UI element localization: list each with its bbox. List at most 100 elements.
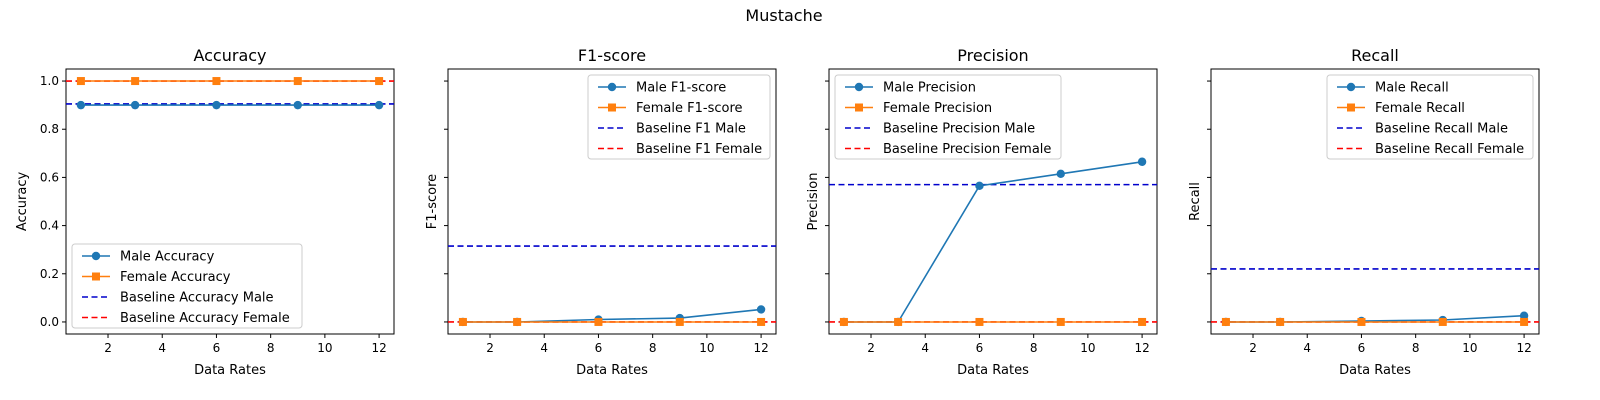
x-tick-label: 8 [1030, 341, 1038, 355]
legend-marker [854, 82, 864, 92]
legend-label: Baseline Precision Female [883, 142, 1051, 157]
x-tick-label: 6 [976, 341, 984, 355]
y-tick-label: 0.0 [40, 315, 59, 329]
data-point [212, 77, 221, 86]
legend-marker [607, 82, 617, 92]
data-point [975, 317, 984, 326]
data-point [1276, 317, 1285, 326]
y-tick-label: 0.8 [40, 122, 59, 136]
y-axis-label: Precision [806, 172, 821, 230]
subplot-2: F1-score 2 4 6 8 10 12 Data Rates F1-score Male F… [425, 46, 777, 378]
legend-label: Baseline Precision Male [883, 122, 1035, 137]
legend-box [1326, 74, 1534, 160]
y-tick-label: 0.2 [40, 267, 59, 281]
x-tick-label: 8 [267, 341, 275, 355]
x-axis-label: Data Rates [194, 363, 266, 378]
data-point [1520, 317, 1529, 326]
data-point [293, 100, 302, 110]
x-axis-label: Data Rates [957, 363, 1029, 378]
data-point [375, 77, 384, 86]
data-point [458, 317, 467, 326]
x-tick-label: 10 [699, 341, 714, 355]
data-point [675, 317, 684, 326]
data-point [1056, 169, 1065, 178]
y-axis-label: F1-score [425, 174, 440, 229]
data-point [130, 100, 140, 110]
legend: Male Recall Female Recall Baseline Recall … [1326, 74, 1534, 160]
x-tick-label: 6 [213, 341, 221, 355]
x-tick-label: 4 [158, 341, 166, 355]
data-point [76, 100, 86, 110]
x-tick-label: 12 [753, 341, 768, 355]
legend: Male Precision Female Precision Baseline P… [834, 74, 1062, 160]
x-tick-label: 10 [1080, 341, 1095, 355]
subplot-4: Recall 2 4 6 8 10 12 Data Rates Recall Male Recal… [1188, 46, 1540, 378]
legend-label: Baseline Accuracy Female [120, 311, 290, 326]
legend-marker [92, 272, 100, 281]
x-tick-label: 4 [540, 341, 548, 355]
legend-marker [855, 103, 863, 112]
legend-marker [1347, 103, 1355, 112]
legend-label: Baseline Recall Male [1375, 122, 1508, 137]
legend-label: Male Recall [1375, 81, 1449, 96]
x-tick-label: 8 [649, 341, 657, 355]
legend-marker [608, 103, 616, 112]
y-tick-label: 1.0 [40, 74, 59, 88]
x-tick-label: 2 [486, 341, 494, 355]
legend-box [834, 74, 1062, 160]
legend-label: Baseline Accuracy Male [120, 291, 274, 306]
legend: Male Accuracy Female Accuracy Baseline Acc… [71, 243, 303, 329]
axes-frame [1210, 68, 1540, 335]
chart-panels: Accuracy 2 4 6 8 10 12 0.0 0.2 0.4 0.6 0.8 1.0 Data R… [15, 46, 1540, 378]
data-point [839, 317, 848, 326]
x-tick-label: 12 [1516, 341, 1531, 355]
data-point [513, 317, 522, 326]
legend-label: Baseline Recall Female [1375, 142, 1524, 157]
data-point [1221, 317, 1230, 326]
x-tick-label: 6 [1358, 341, 1366, 355]
data-point [131, 77, 140, 86]
subplot-1: Accuracy 2 4 6 8 10 12 0.0 0.2 0.4 0.6 0.8 1.0 Data R… [15, 46, 395, 378]
x-tick-label: 2 [104, 341, 112, 355]
x-axis-label: Data Rates [1339, 363, 1411, 378]
x-tick-label: 10 [1462, 341, 1477, 355]
data-point [1519, 311, 1529, 320]
legend-label: Male Accuracy [120, 250, 215, 265]
data-point [212, 100, 221, 110]
data-point [594, 317, 603, 326]
legend-label: Female Precision [883, 101, 992, 116]
data-point [1137, 157, 1147, 166]
subplot-3: Precision 2 4 6 8 10 12 Data Rates Precision Male… [806, 46, 1158, 378]
y-axis-label: Recall [1188, 182, 1203, 221]
y-tick-label: 0.4 [40, 219, 59, 233]
data-point [757, 317, 766, 326]
x-tick-label: 4 [921, 341, 929, 355]
data-point [293, 77, 302, 86]
data-point [1438, 317, 1447, 326]
legend-box [71, 243, 303, 329]
legend: Male F1-score Female F1-score Baseline F1 … [587, 74, 771, 160]
x-tick-label: 12 [1134, 341, 1149, 355]
figure-suptitle: Mustache [745, 6, 822, 25]
subplot-title: Precision [957, 46, 1028, 65]
data-point [374, 100, 384, 110]
data-point [756, 305, 766, 314]
legend-label: Female Recall [1375, 101, 1465, 116]
data-point [894, 317, 903, 326]
legend-label: Female Accuracy [120, 270, 231, 285]
legend-label: Male Precision [883, 81, 976, 96]
y-axis-label: Accuracy [15, 172, 30, 232]
subplot-title: Recall [1351, 46, 1399, 65]
x-tick-label: 2 [867, 341, 875, 355]
subplot-title: F1-score [578, 46, 646, 65]
x-tick-label: 10 [317, 341, 332, 355]
x-tick-label: 4 [1303, 341, 1311, 355]
x-axis-label: Data Rates [576, 363, 648, 378]
legend-label: Baseline F1 Female [636, 142, 762, 157]
x-tick-label: 2 [1249, 341, 1257, 355]
data-point [1056, 317, 1065, 326]
axes-frame [828, 68, 1158, 335]
y-tick-label: 0.6 [40, 170, 59, 184]
data-point [76, 77, 85, 86]
